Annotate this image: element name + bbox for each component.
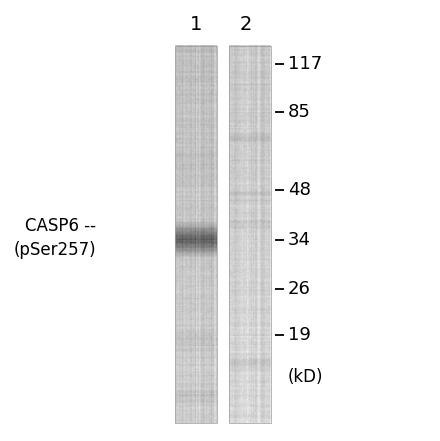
Text: CASP6 --: CASP6 -- <box>25 217 96 235</box>
Bar <box>229 46 271 423</box>
Text: 34: 34 <box>288 232 311 249</box>
Text: 85: 85 <box>288 104 311 121</box>
Text: (pSer257): (pSer257) <box>13 241 96 259</box>
Text: (kD): (kD) <box>288 368 323 386</box>
Text: 117: 117 <box>288 55 322 73</box>
Text: 19: 19 <box>288 326 311 344</box>
Text: 2: 2 <box>240 15 252 34</box>
Text: 26: 26 <box>288 280 311 298</box>
Text: 48: 48 <box>288 181 311 198</box>
Bar <box>175 46 217 423</box>
Text: 1: 1 <box>190 15 202 34</box>
